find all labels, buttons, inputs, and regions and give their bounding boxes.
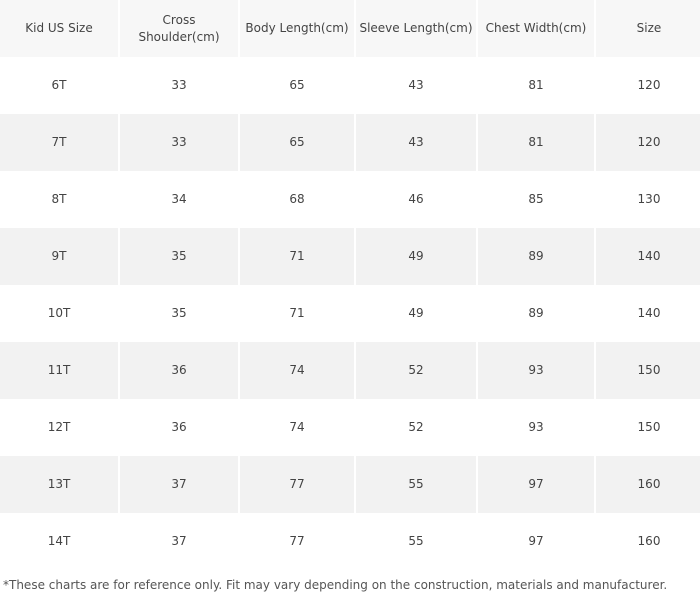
table-row: 7T 33 65 43 81 120 (0, 114, 700, 171)
table-cell: 9T (0, 228, 118, 285)
table-cell: 120 (596, 57, 700, 114)
table-cell: 36 (120, 399, 238, 456)
table-row: 11T 36 74 52 93 150 (0, 342, 700, 399)
table-cell: 49 (356, 228, 476, 285)
table-cell: 33 (120, 114, 238, 171)
table-cell: 140 (596, 228, 700, 285)
header-cell: Cross Shoulder(cm) (120, 0, 238, 57)
header-cell: Sleeve Length(cm) (356, 0, 476, 57)
table-cell: 71 (240, 285, 354, 342)
table-cell: 34 (120, 171, 238, 228)
table-cell: 12T (0, 399, 118, 456)
table-cell: 93 (478, 342, 594, 399)
table-row: 13T 37 77 55 97 160 (0, 456, 700, 513)
table-cell: 13T (0, 456, 118, 513)
table-cell: 97 (478, 456, 594, 513)
table-cell: 35 (120, 228, 238, 285)
table-cell: 150 (596, 399, 700, 456)
table-cell: 89 (478, 285, 594, 342)
table-cell: 68 (240, 171, 354, 228)
table-cell: 52 (356, 342, 476, 399)
table-cell: 52 (356, 399, 476, 456)
table-cell: 130 (596, 171, 700, 228)
table-cell: 43 (356, 114, 476, 171)
table-cell: 33 (120, 57, 238, 114)
header-cell: Body Length(cm) (240, 0, 354, 57)
table-cell: 35 (120, 285, 238, 342)
table-cell: 160 (596, 456, 700, 513)
table-cell: 81 (478, 114, 594, 171)
table-cell: 140 (596, 285, 700, 342)
table-cell: 93 (478, 399, 594, 456)
header-row: Kid US Size Cross Shoulder(cm) Body Length… (0, 0, 700, 57)
table-cell: 85 (478, 171, 594, 228)
table-cell: 74 (240, 342, 354, 399)
table-cell: 65 (240, 114, 354, 171)
table-row: 10T 35 71 49 89 140 (0, 285, 700, 342)
table-cell: 10T (0, 285, 118, 342)
table-cell: 37 (120, 513, 238, 570)
footnote: *These charts are for reference only. Fi… (3, 578, 668, 592)
table-row: 12T 36 74 52 93 150 (0, 399, 700, 456)
header-cell: Kid US Size (0, 0, 118, 57)
table-cell: 81 (478, 57, 594, 114)
table-cell: 7T (0, 114, 118, 171)
table-row: 14T 37 77 55 97 160 (0, 513, 700, 570)
table-cell: 71 (240, 228, 354, 285)
table-cell: 65 (240, 57, 354, 114)
table-cell: 160 (596, 513, 700, 570)
table-cell: 6T (0, 57, 118, 114)
table-cell: 74 (240, 399, 354, 456)
table-cell: 120 (596, 114, 700, 171)
table-cell: 37 (120, 456, 238, 513)
table-cell: 36 (120, 342, 238, 399)
table-cell: 8T (0, 171, 118, 228)
table-cell: 55 (356, 456, 476, 513)
table-cell: 49 (356, 285, 476, 342)
table-cell: 55 (356, 513, 476, 570)
table-cell: 77 (240, 456, 354, 513)
table-cell: 97 (478, 513, 594, 570)
table-cell: 77 (240, 513, 354, 570)
table-cell: 14T (0, 513, 118, 570)
table-cell: 150 (596, 342, 700, 399)
table-body: 6T 33 65 43 81 120 7T 33 65 43 81 120 8T 34 68 46 85 130 9… (0, 57, 700, 570)
table-cell: 89 (478, 228, 594, 285)
header-cell: Size (596, 0, 700, 57)
table-cell: 43 (356, 57, 476, 114)
header-cell: Chest Width(cm) (478, 0, 594, 57)
table-cell: 46 (356, 171, 476, 228)
table-row: 6T 33 65 43 81 120 (0, 57, 700, 114)
table-row: 9T 35 71 49 89 140 (0, 228, 700, 285)
table-cell: 11T (0, 342, 118, 399)
table-row: 8T 34 68 46 85 130 (0, 171, 700, 228)
size-table: Kid US Size Cross Shoulder(cm) Body Length… (0, 0, 700, 570)
